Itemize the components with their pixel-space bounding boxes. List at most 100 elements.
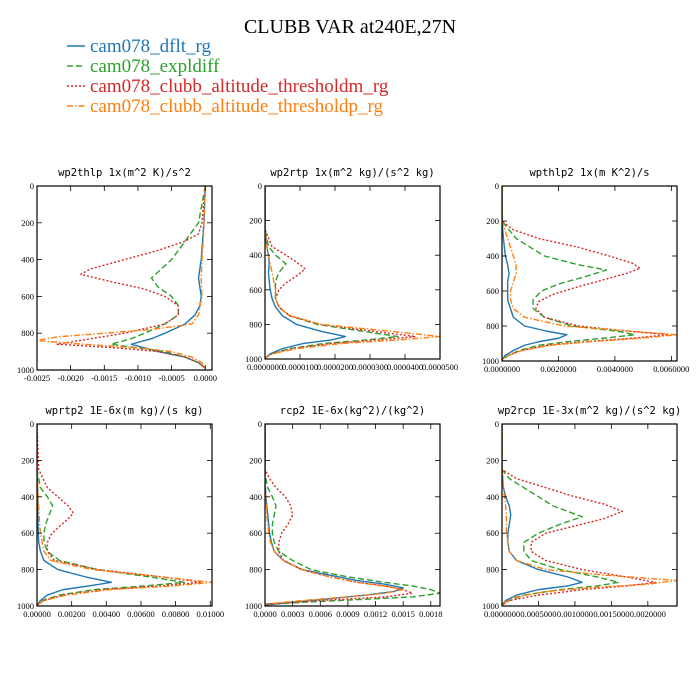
- y-tick-label: 400: [21, 255, 34, 265]
- series-line: [265, 424, 414, 605]
- axis-frame: [501, 185, 678, 362]
- series-line: [265, 424, 440, 605]
- series-line: [110, 186, 206, 369]
- x-tick-label: 0.0000400: [387, 362, 423, 372]
- panel-title: wprtp2 1E-6x(m kg)/(s kg): [45, 405, 203, 417]
- panel-title: wpthlp2 1x(m K^2)/s: [529, 167, 649, 179]
- panel-5: rcp2 1E-6x(kg^2)/(kg^2) 0.0000 0.0003 0.000…: [245, 405, 442, 619]
- series-group: [265, 186, 440, 359]
- y-tick-label: 600: [21, 291, 34, 301]
- x-tick-label: 0.0000: [194, 373, 217, 383]
- series-line: [265, 186, 347, 359]
- y-tick-label: 1000: [482, 601, 499, 611]
- y-tick-label: 400: [486, 251, 499, 261]
- series-line: [265, 186, 440, 359]
- x-tick-label: -0.0025: [24, 373, 50, 383]
- legend-entry: cam078_dflt_rg: [67, 36, 212, 57]
- panel-6: wp2rcp 1E-3x(m^2 kg)/(s^2 kg)0.0000000 0.…: [482, 405, 681, 619]
- y-tick-label: 200: [486, 455, 499, 465]
- panel-3: wpthlp2 1x(m K^2)/s 0.0000000 0.0020000 0.0…: [482, 167, 689, 374]
- series-line: [502, 186, 670, 361]
- series-line: [502, 424, 583, 606]
- legend-label: cam078_dflt_rg: [90, 36, 212, 57]
- series-line: [130, 186, 206, 369]
- x-tick-label: 0.0000000: [484, 364, 520, 374]
- panel-title: wp2rcp 1E-3x(m^2 kg)/(s^2 kg): [498, 405, 681, 417]
- x-tick-label: 0.0000200: [317, 362, 353, 372]
- legend-entry: cam078_expldiff: [67, 56, 220, 77]
- y-tick-label: 600: [486, 286, 499, 296]
- series-line: [265, 424, 404, 605]
- series-line: [502, 424, 620, 606]
- axis-frame: [501, 423, 678, 607]
- x-tick-label: 0.00000: [23, 609, 51, 619]
- axis-frame: [36, 423, 213, 607]
- y-tick-label: 0: [30, 181, 34, 191]
- x-tick-label: 0.0009: [336, 609, 359, 619]
- y-tick-label: 800: [249, 565, 262, 575]
- series-line: [265, 186, 399, 359]
- series-line: [56, 186, 206, 369]
- x-tick-label: 0.0006: [309, 609, 332, 619]
- y-tick-label: 1000: [17, 601, 34, 611]
- x-tick-label: 0.0005000: [520, 609, 556, 619]
- y-tick-label: 800: [249, 319, 262, 329]
- series-line: [502, 424, 677, 606]
- series-line: [265, 186, 417, 359]
- axis-frame: [36, 185, 213, 371]
- x-tick-label: 0.0000100: [282, 362, 318, 372]
- panel-2: wp2rtp 1x(m^2 kg)/(s^2 kg)0.00000000.000…: [245, 167, 458, 372]
- series-group: [37, 424, 212, 606]
- series-line: [502, 186, 636, 361]
- x-tick-label: 0.00800: [162, 609, 190, 619]
- y-tick-label: 800: [486, 565, 499, 575]
- y-tick-label: 400: [249, 492, 262, 502]
- x-tick-label: 0.0040000: [597, 364, 633, 374]
- y-tick-label: 400: [486, 492, 499, 502]
- y-tick-label: 0: [495, 181, 499, 191]
- y-tick-label: 1000: [17, 365, 34, 375]
- y-tick-label: 0: [258, 419, 262, 429]
- x-tick-label: 0.0020000: [630, 609, 666, 619]
- y-tick-label: 200: [249, 455, 262, 465]
- x-tick-label: 0.00400: [92, 609, 120, 619]
- y-tick-label: 200: [249, 216, 262, 226]
- y-tick-label: 800: [486, 321, 499, 331]
- panel-4: wprtp2 1E-6x(m kg)/(s kg) 0.00000 0.00200 0…: [17, 405, 224, 619]
- series-group: [37, 186, 206, 369]
- panel-1: wp2thlp 1x(m^2 K)/s^2 -0.0025 -0.0020 -0.00…: [17, 167, 217, 383]
- y-tick-label: 0: [258, 181, 262, 191]
- figure-title: CLUBB VAR at240E,27N: [244, 16, 456, 38]
- panels: wp2thlp 1x(m^2 K)/s^2 -0.0025 -0.0020 -0.00…: [17, 167, 689, 619]
- series-line: [37, 424, 113, 606]
- series-line: [502, 186, 568, 361]
- x-tick-label: 0.0020000: [540, 364, 576, 374]
- series-group: [502, 424, 677, 606]
- y-tick-label: 600: [249, 528, 262, 538]
- y-tick-label: 1000: [482, 356, 499, 366]
- x-tick-label: 0.0015000: [593, 609, 629, 619]
- x-tick-label: -0.0015: [91, 373, 117, 383]
- x-tick-label: 0.0015: [391, 609, 414, 619]
- y-tick-label: 600: [21, 528, 34, 538]
- x-tick-label: 0.0000000: [247, 362, 283, 372]
- x-tick-label: 0.01000: [196, 609, 224, 619]
- x-tick-label: -0.0005: [159, 373, 185, 383]
- axis-frame: [264, 423, 441, 607]
- legend-label: cam078_clubb_altitude_thresholdp_rg: [90, 96, 384, 117]
- x-tick-label: -0.0010: [125, 373, 151, 383]
- x-tick-label: 0.0000500: [422, 362, 458, 372]
- x-tick-label: 0.0000300: [352, 362, 388, 372]
- y-tick-label: 1000: [245, 354, 262, 364]
- x-tick-label: 0.00600: [127, 609, 155, 619]
- y-tick-label: 800: [21, 328, 34, 338]
- y-tick-label: 400: [21, 492, 34, 502]
- series-group: [265, 424, 440, 606]
- series-line: [502, 186, 677, 361]
- x-tick-label: 0.0010000: [557, 609, 593, 619]
- x-tick-label: -0.0020: [58, 373, 84, 383]
- x-tick-label: 0.0000: [253, 609, 276, 619]
- panel-title: wp2rtp 1x(m^2 kg)/(s^2 kg): [270, 167, 434, 179]
